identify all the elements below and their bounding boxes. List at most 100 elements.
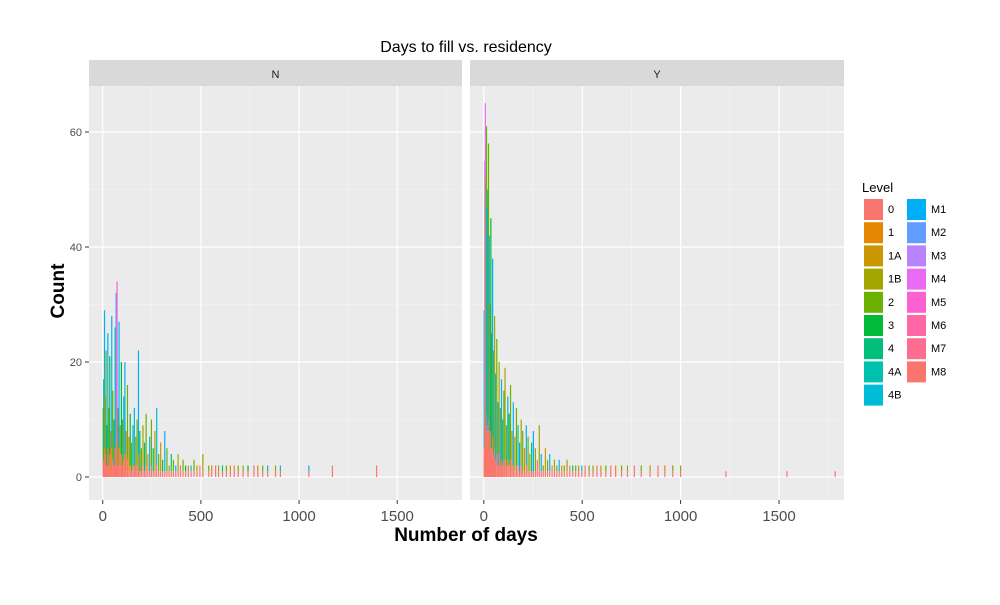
bar-segment <box>572 471 574 477</box>
bar-segment <box>257 471 259 477</box>
bar-segment <box>626 471 629 477</box>
bar-segment <box>112 459 114 477</box>
bar-segment <box>529 454 531 472</box>
bar-segment <box>600 465 602 472</box>
bar-segment <box>115 293 117 443</box>
bar-segment <box>120 454 122 477</box>
bar-segment <box>247 471 249 477</box>
legend-key <box>864 245 883 267</box>
bar-segment <box>208 465 210 472</box>
bar-segment <box>536 471 538 477</box>
bar-segment <box>620 471 623 477</box>
legend-label: M1 <box>931 204 946 216</box>
bar-segment <box>487 189 489 426</box>
bar-segment <box>106 425 108 466</box>
bar-segment <box>267 465 269 472</box>
bar-segment <box>105 350 107 454</box>
x-tick-label: 1500 <box>762 508 795 525</box>
bar-segment <box>556 465 558 472</box>
bar-segment <box>509 459 512 477</box>
bar-segment <box>508 413 510 466</box>
legend-label: M6 <box>931 320 946 332</box>
bar-segment <box>111 316 113 449</box>
bar-segment <box>553 459 556 472</box>
bar-segment <box>551 471 553 477</box>
bar-group <box>483 103 836 477</box>
bar-segment <box>505 425 508 466</box>
bar-segment <box>308 465 310 472</box>
bar-segment <box>563 465 565 472</box>
bar-segment <box>496 454 498 477</box>
bar-segment <box>542 465 544 472</box>
bar-segment <box>208 471 210 477</box>
bar-segment <box>152 448 154 472</box>
bar-segment <box>124 362 126 454</box>
bar-segment <box>578 465 580 472</box>
bar-segment <box>672 471 674 477</box>
bar-segment <box>119 465 121 477</box>
x-tick-label: 0 <box>99 508 107 525</box>
bar-segment <box>680 471 682 477</box>
legend-key <box>907 291 926 313</box>
bar-segment <box>487 143 490 420</box>
bar-segment <box>107 448 109 477</box>
bar-segment <box>626 465 629 472</box>
bar-segment <box>135 436 137 472</box>
bar-segment <box>103 310 106 449</box>
bar-segment <box>657 465 659 472</box>
bar-segment <box>515 465 518 477</box>
bar-segment <box>158 454 160 472</box>
bar-segment <box>494 373 497 460</box>
bar-segment <box>126 459 129 477</box>
legend-item: 4A <box>864 361 902 383</box>
bar-segment <box>119 425 121 466</box>
bar-segment <box>193 471 195 477</box>
bar-segment <box>308 471 310 477</box>
bar-segment <box>610 465 612 472</box>
bar-segment <box>136 465 138 477</box>
facet-panel-n: N 0 500 1000 1500 0 20 40 60 <box>70 60 462 525</box>
bar-segment <box>540 454 542 472</box>
x-tick-label: 1000 <box>664 508 697 525</box>
bar-segment <box>132 465 134 477</box>
bar-segment <box>247 465 249 472</box>
bar-segment <box>551 465 553 472</box>
bar-segment <box>104 459 106 477</box>
legend-key <box>907 222 926 244</box>
bar-segment <box>493 350 495 454</box>
bar-segment <box>105 454 107 477</box>
bar-segment <box>507 459 509 477</box>
bar-segment <box>497 402 499 466</box>
legend-label: M2 <box>931 227 946 239</box>
bar-segment <box>140 471 143 477</box>
bar-segment <box>182 471 184 477</box>
bar-segment <box>179 465 182 472</box>
legend-label: 1 <box>888 227 894 239</box>
bar-segment <box>117 465 119 477</box>
bar-segment <box>279 465 282 472</box>
bar-segment <box>113 419 115 466</box>
bar-segment <box>620 465 623 472</box>
legend-key <box>907 268 926 290</box>
legend-item: M5 <box>907 291 946 313</box>
legend-item: 1B <box>864 268 901 290</box>
bar-segment <box>129 465 131 477</box>
bar-segment <box>136 419 138 466</box>
legend-key <box>907 361 926 383</box>
bar-segment <box>125 431 127 472</box>
bar-segment <box>158 471 160 477</box>
bar-segment <box>502 419 504 466</box>
legend-item: M8 <box>907 361 946 383</box>
bar-segment <box>190 465 192 472</box>
bar-segment <box>725 471 727 477</box>
legend-label: 2 <box>888 297 894 309</box>
bar-segment <box>274 471 277 477</box>
bar-segment <box>531 442 533 472</box>
bar-segment <box>160 471 162 477</box>
bar-segment <box>123 396 125 460</box>
bar-segment <box>523 448 526 472</box>
bar-segment <box>536 459 538 472</box>
bar-segment <box>584 465 586 472</box>
bar-segment <box>126 385 129 460</box>
